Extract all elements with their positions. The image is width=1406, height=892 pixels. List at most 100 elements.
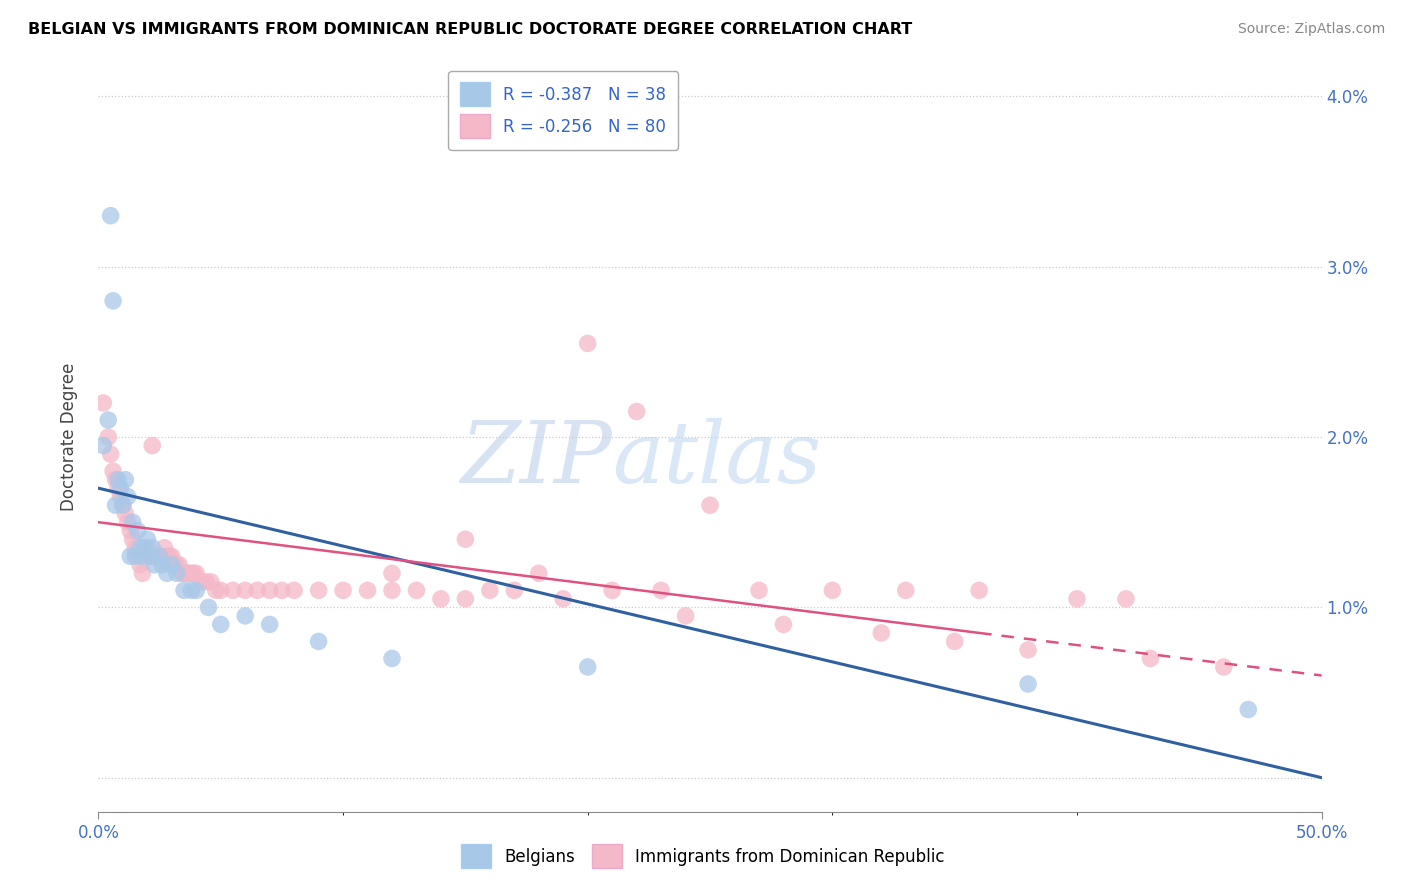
Point	[478, 583, 501, 598]
Point	[209, 617, 232, 632]
Point	[134, 541, 156, 555]
Point	[650, 583, 672, 598]
Point	[943, 634, 966, 648]
Point	[600, 583, 623, 598]
Point	[131, 566, 153, 581]
Point	[111, 498, 134, 512]
Point	[259, 617, 281, 632]
Point	[107, 473, 129, 487]
Point	[183, 566, 205, 581]
Point	[107, 481, 129, 495]
Point	[150, 558, 173, 572]
Point	[136, 533, 159, 547]
Point	[222, 583, 245, 598]
Point	[233, 583, 256, 598]
Text: atlas: atlas	[612, 418, 821, 501]
Point	[129, 541, 152, 555]
Point	[1237, 702, 1260, 716]
Point	[675, 608, 697, 623]
Point	[121, 533, 143, 547]
Point	[167, 558, 190, 572]
Point	[527, 566, 550, 581]
Point	[894, 583, 917, 598]
Point	[405, 583, 427, 598]
Point	[124, 541, 146, 555]
Point	[381, 651, 404, 665]
Point	[748, 583, 770, 598]
Point	[117, 490, 139, 504]
Point	[166, 558, 188, 572]
Point	[127, 524, 149, 538]
Point	[129, 558, 152, 572]
Point	[141, 541, 163, 555]
Point	[197, 600, 219, 615]
Point	[308, 634, 330, 648]
Point	[821, 583, 844, 598]
Point	[104, 473, 127, 487]
Text: BELGIAN VS IMMIGRANTS FROM DOMINICAN REPUBLIC DOCTORATE DEGREE CORRELATION CHART: BELGIAN VS IMMIGRANTS FROM DOMINICAN REP…	[28, 22, 912, 37]
Point	[157, 549, 180, 564]
Point	[170, 566, 193, 581]
Point	[205, 583, 228, 598]
Point	[270, 583, 294, 598]
Point	[110, 481, 132, 495]
Point	[1115, 591, 1137, 606]
Point	[150, 549, 173, 564]
Point	[97, 413, 120, 427]
Point	[699, 498, 721, 512]
Point	[454, 591, 477, 606]
Point	[626, 404, 648, 418]
Point	[1017, 643, 1039, 657]
Point	[160, 558, 183, 572]
Point	[136, 541, 159, 555]
Point	[117, 515, 139, 529]
Y-axis label: Doctorate Degree: Doctorate Degree	[59, 363, 77, 511]
Point	[308, 583, 330, 598]
Point	[149, 549, 172, 564]
Point	[173, 583, 195, 598]
Point	[186, 566, 208, 581]
Point	[100, 209, 122, 223]
Point	[177, 566, 200, 581]
Point	[553, 591, 575, 606]
Text: Source: ZipAtlas.com: Source: ZipAtlas.com	[1237, 22, 1385, 37]
Point	[176, 566, 198, 581]
Point	[195, 574, 218, 589]
Point	[101, 293, 124, 308]
Point	[100, 447, 122, 461]
Point	[576, 660, 599, 674]
Point	[91, 396, 114, 410]
Point	[1212, 660, 1234, 674]
Point	[332, 583, 354, 598]
Point	[259, 583, 281, 598]
Point	[149, 549, 172, 564]
Point	[156, 566, 179, 581]
Point	[1066, 591, 1088, 606]
Point	[131, 549, 153, 564]
Point	[101, 464, 124, 478]
Legend: Belgians, Immigrants from Dominican Republic: Belgians, Immigrants from Dominican Repu…	[454, 838, 952, 875]
Point	[121, 515, 143, 529]
Point	[139, 549, 162, 564]
Point	[120, 524, 142, 538]
Point	[97, 430, 120, 444]
Point	[110, 490, 132, 504]
Point	[190, 574, 212, 589]
Point	[146, 549, 169, 564]
Point	[209, 583, 232, 598]
Point	[180, 583, 202, 598]
Point	[141, 549, 163, 564]
Legend: R = -0.387   N = 38, R = -0.256   N = 80: R = -0.387 N = 38, R = -0.256 N = 80	[449, 70, 678, 150]
Point	[381, 566, 404, 581]
Point	[141, 439, 163, 453]
Point	[1139, 651, 1161, 665]
Point	[173, 566, 195, 581]
Point	[111, 498, 134, 512]
Point	[156, 549, 179, 564]
Point	[134, 541, 156, 555]
Point	[233, 608, 256, 623]
Point	[381, 583, 404, 598]
Point	[166, 566, 188, 581]
Point	[186, 583, 208, 598]
Point	[180, 566, 202, 581]
